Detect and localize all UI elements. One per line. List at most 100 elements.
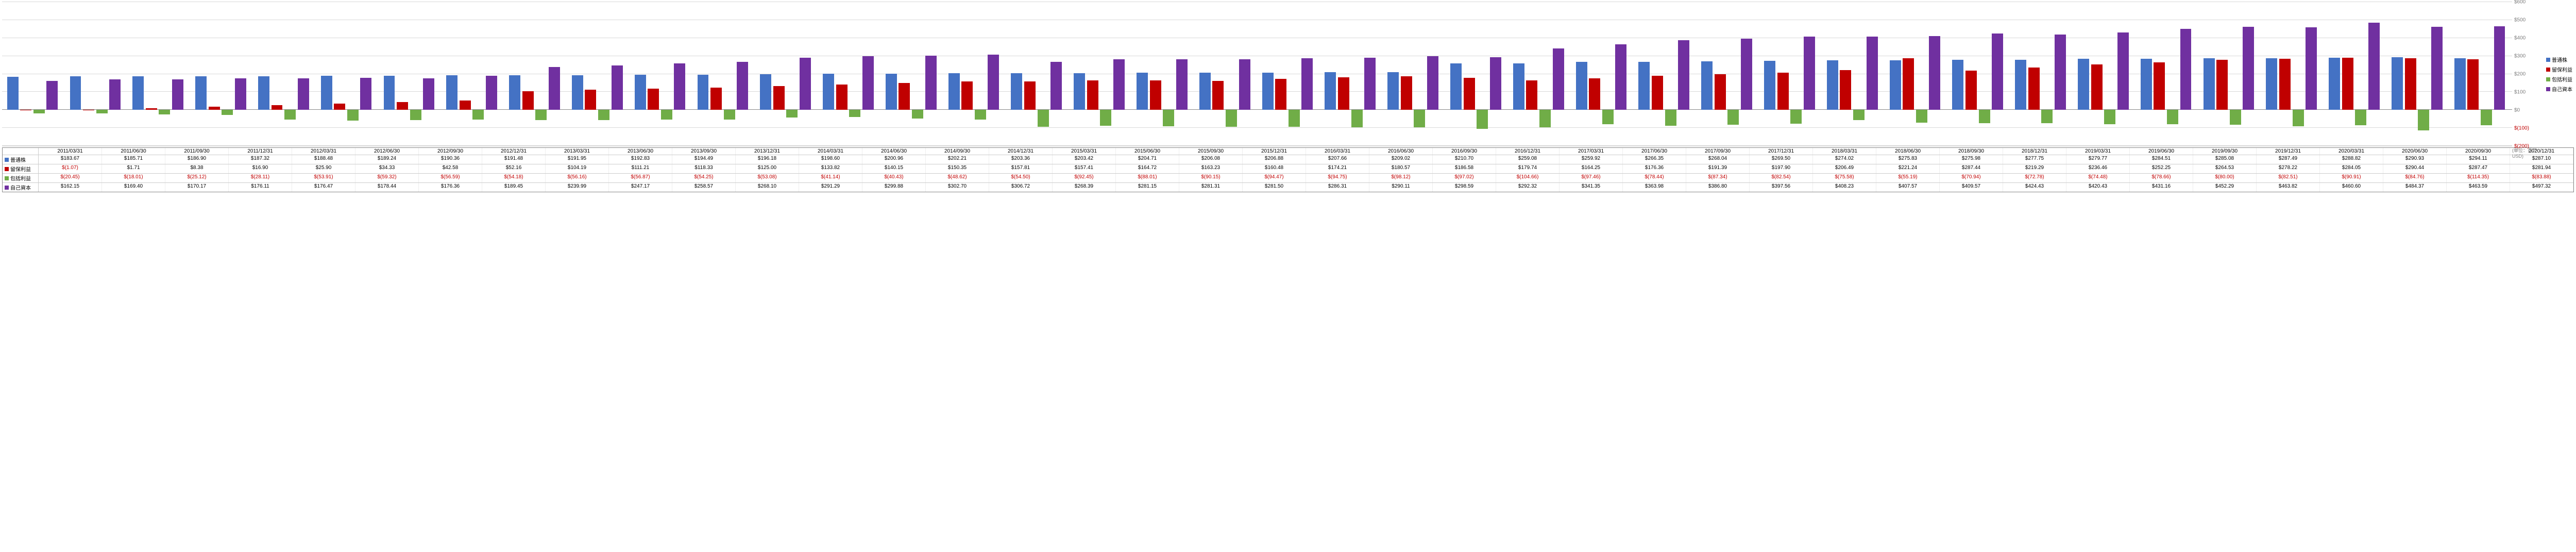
bar [2104, 110, 2115, 124]
period-column [1257, 2, 1320, 146]
table-row: 自己資本$162.15$169.40$170.17$176.11$176.47$… [3, 182, 2573, 192]
period-column [1069, 2, 1132, 146]
bar [1741, 39, 1752, 110]
bar [1678, 40, 1689, 110]
value-cell: $1.71 [102, 164, 165, 173]
period-header-cell: 2012/06/30 [355, 148, 419, 155]
bar [384, 76, 395, 110]
period-column [2, 2, 65, 146]
period-column [1697, 2, 1759, 146]
bar [1401, 76, 1412, 110]
series-label: 留保利益 [10, 165, 31, 173]
value-cell: $286.31 [1306, 183, 1369, 192]
period-column [1822, 2, 1885, 146]
value-cell: $189.45 [482, 183, 546, 192]
value-cell: $206.08 [1179, 155, 1243, 164]
bar [1338, 77, 1349, 110]
bar [1777, 73, 1789, 110]
period-column [1131, 2, 1194, 146]
bar [1979, 110, 1990, 123]
bar [2266, 58, 2277, 110]
bar [132, 76, 144, 110]
value-cell: $188.48 [292, 155, 355, 164]
bar [1427, 56, 1438, 110]
bar [1011, 73, 1022, 110]
bar [146, 108, 157, 110]
bar [2405, 58, 2416, 110]
bar [585, 90, 596, 110]
period-header-cell: 2016/06/30 [1369, 148, 1433, 155]
bar [2091, 64, 2103, 110]
period-column [2198, 2, 2261, 146]
row-head-blank [3, 148, 39, 155]
value-cell: $277.75 [2003, 155, 2066, 164]
value-cell: $176.11 [229, 183, 292, 192]
value-cell: $285.08 [2193, 155, 2257, 164]
value-cell: $291.29 [799, 183, 862, 192]
value-cell: $204.71 [1116, 155, 1179, 164]
y-tick-label: $300 [2514, 54, 2526, 59]
bar [1526, 80, 1537, 110]
value-cell: $221.24 [1876, 164, 1940, 173]
value-cell: $407.57 [1876, 183, 1940, 192]
legend-label: 包括利益 [2552, 75, 2572, 83]
bar [1275, 79, 1286, 110]
value-cell: $(25.12) [165, 174, 229, 182]
period-column [379, 2, 442, 146]
bar [209, 107, 220, 110]
bar [2467, 59, 2479, 110]
bar-chart [2, 2, 2512, 146]
value-cell: $268.04 [1686, 155, 1750, 164]
y-axis: (単位：百万USD) $(200)$(100)$0$100$200$300$40… [2512, 2, 2543, 146]
value-cell: $452.29 [2193, 183, 2257, 192]
bar [1387, 72, 1399, 110]
value-cell: $(88.01) [1116, 174, 1179, 182]
bar [1903, 58, 1914, 110]
bar [2167, 110, 2178, 124]
period-column [504, 2, 567, 146]
y-tick-label: $0 [2514, 108, 2520, 113]
bar [472, 110, 484, 120]
period-header-cell: 2020/03/31 [2320, 148, 2383, 155]
bar [1827, 60, 1838, 110]
value-cell: $(56.16) [546, 174, 609, 182]
value-cell: $(98.12) [1369, 174, 1433, 182]
bar [786, 110, 798, 117]
period-column [316, 2, 379, 146]
y-tick-label: $100 [2514, 90, 2526, 95]
period-column [1759, 2, 1822, 146]
period-column [1383, 2, 1446, 146]
chart-and-table: (単位：百万USD) $(200)$(100)$0$100$200$300$40… [2, 2, 2574, 192]
period-column [2449, 2, 2512, 146]
value-cell: $484.37 [2383, 183, 2447, 192]
value-cell: $(94.75) [1306, 174, 1369, 182]
bar [2230, 110, 2241, 125]
value-cell: $268.39 [1053, 183, 1116, 192]
value-cell: $170.17 [165, 183, 229, 192]
legend: 普通株留保利益包括利益自己資本 [2543, 2, 2574, 146]
value-cell: $183.67 [39, 155, 102, 164]
bar [2431, 27, 2443, 110]
bar [96, 110, 108, 113]
bar [1414, 110, 1425, 127]
value-cell: $206.49 [1813, 164, 1876, 173]
value-cell: $163.23 [1179, 164, 1243, 173]
bar [423, 78, 434, 110]
bar [7, 77, 19, 110]
series-label: 包括利益 [10, 174, 31, 182]
value-cell: $299.88 [862, 183, 926, 192]
value-cell: $189.24 [355, 155, 419, 164]
value-cell: $(53.91) [292, 174, 355, 182]
y-tick-label: $600 [2514, 0, 2526, 5]
period-column [1634, 2, 1697, 146]
value-cell: $203.36 [989, 155, 1053, 164]
value-cell: $278.22 [2257, 164, 2320, 173]
bar [598, 110, 609, 120]
bar [1615, 44, 1626, 110]
legend-swatch [2546, 58, 2550, 62]
period-header-cell: 2013/06/30 [609, 148, 672, 155]
value-cell: $(92.45) [1053, 174, 1116, 182]
value-cell: $16.90 [229, 164, 292, 173]
period-column [1571, 2, 1634, 146]
bar [1890, 60, 1901, 110]
